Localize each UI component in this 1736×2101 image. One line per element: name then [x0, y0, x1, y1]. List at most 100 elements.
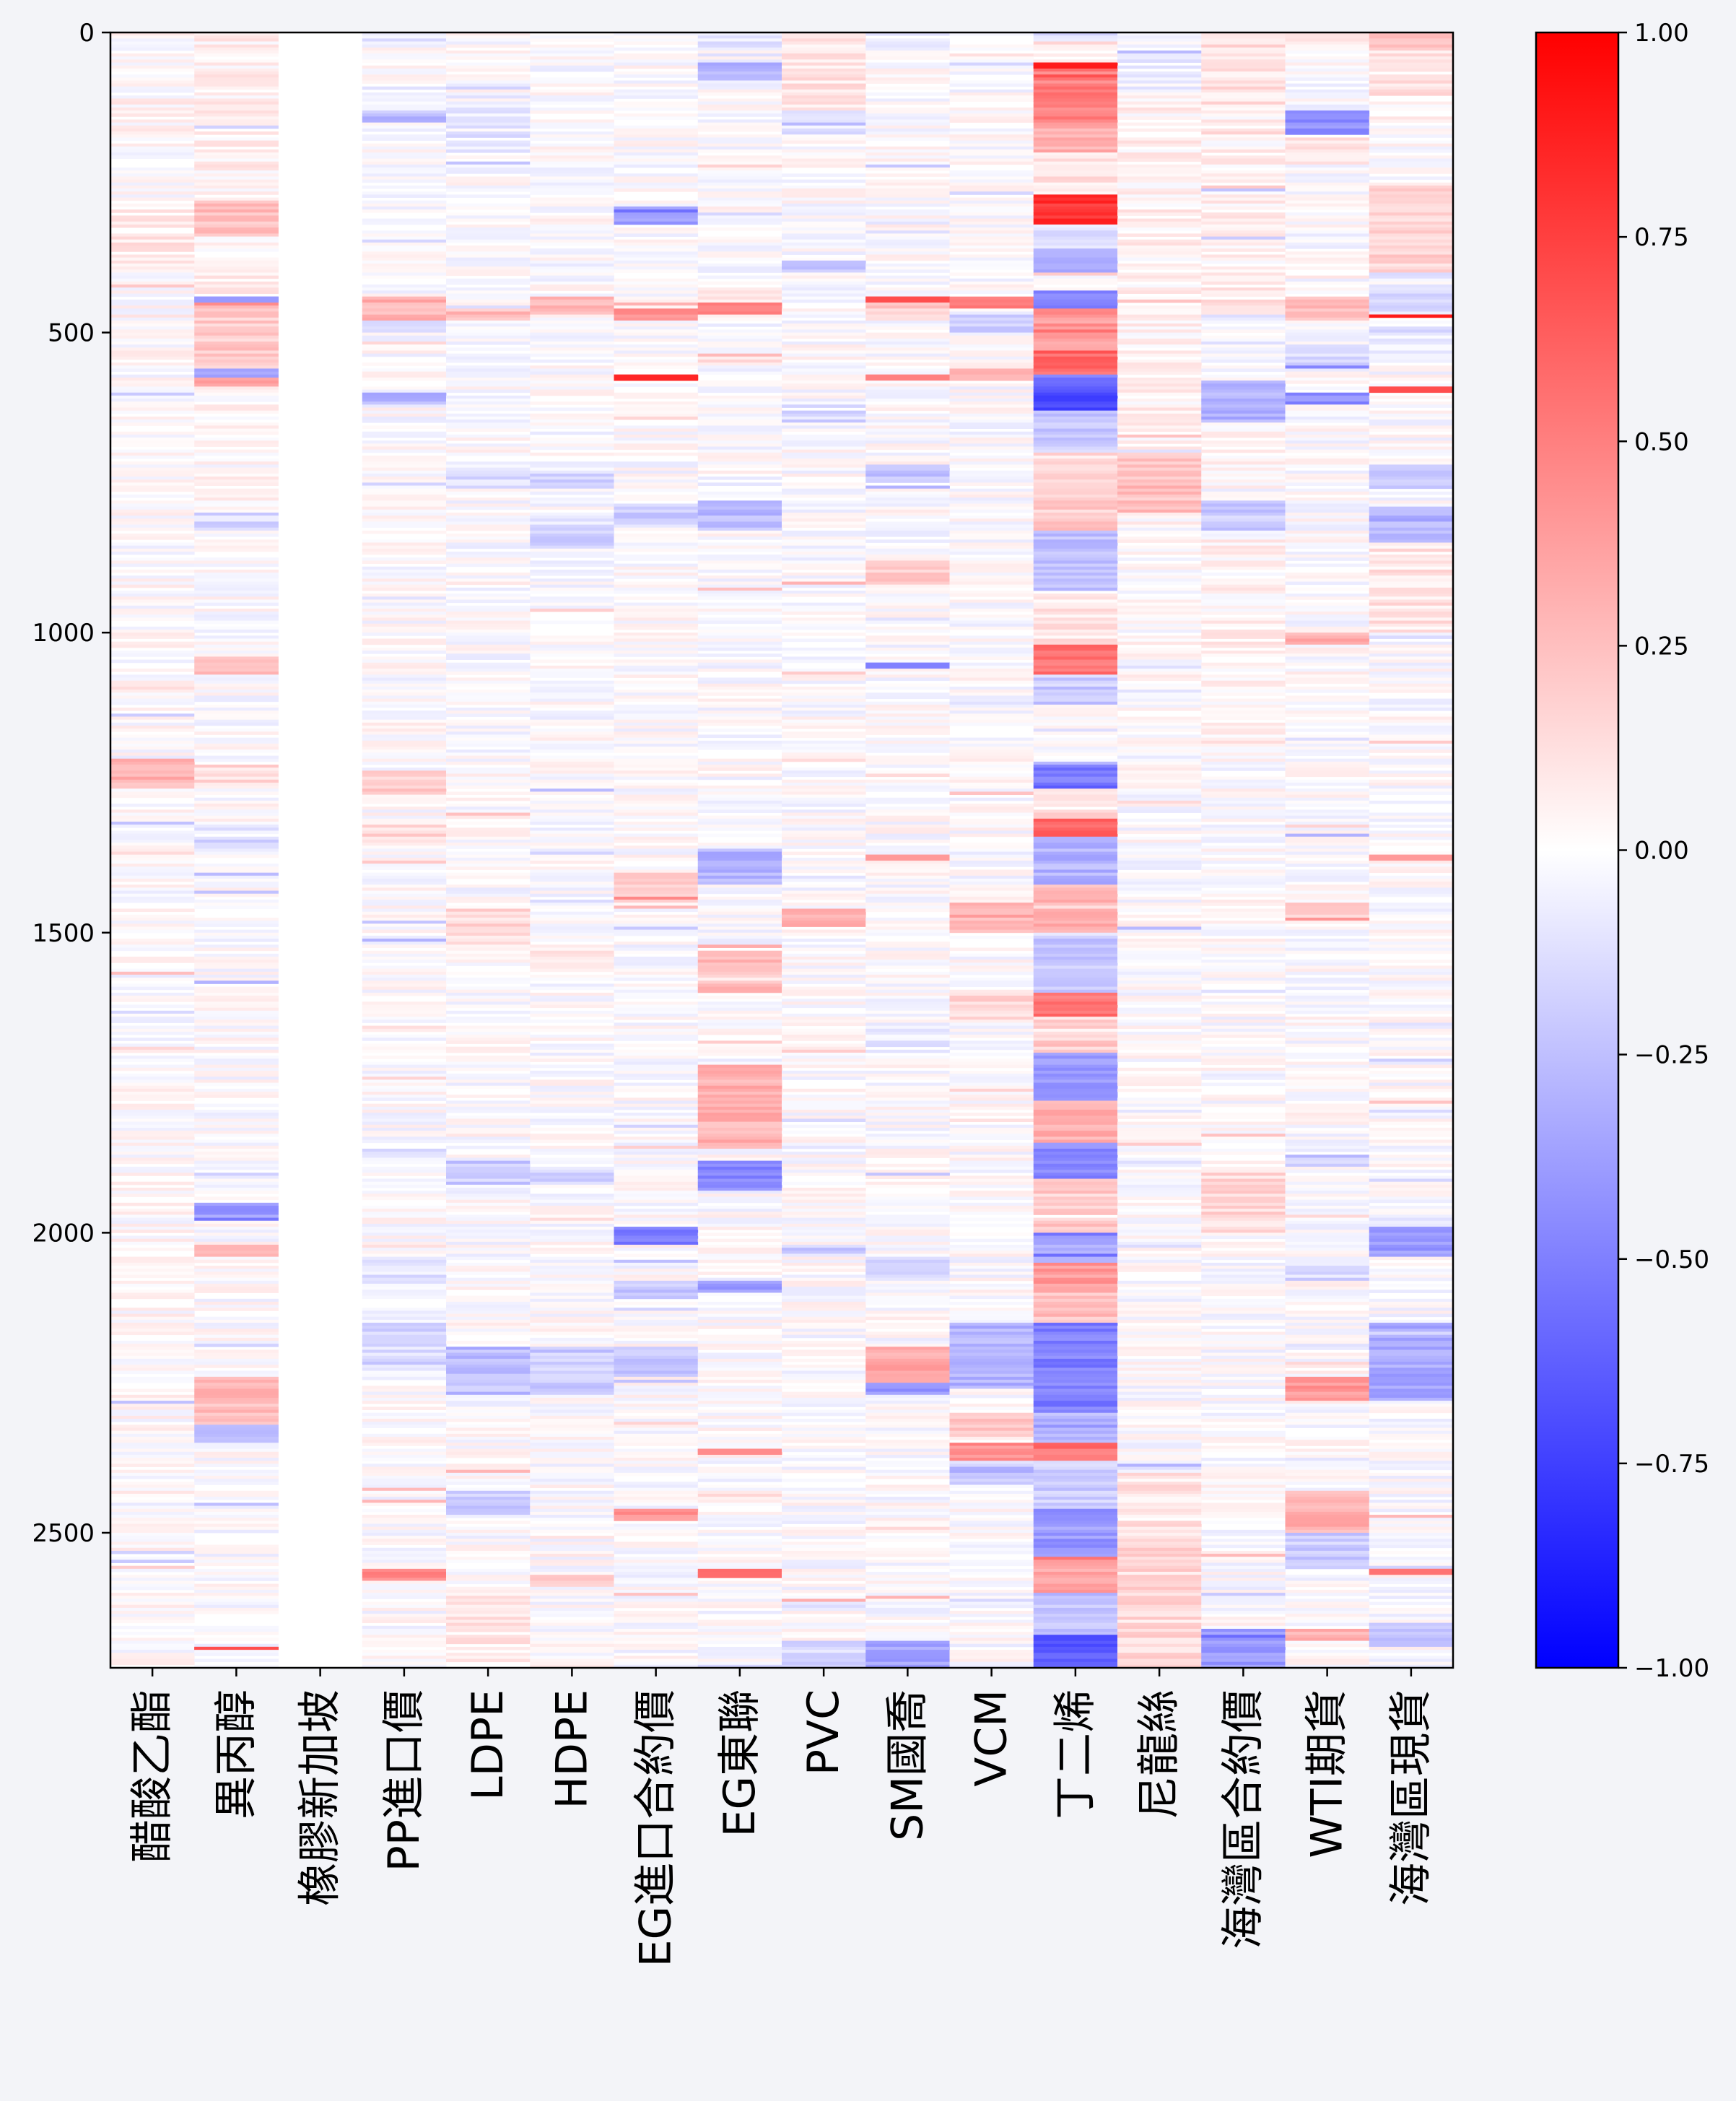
heatmap-cell: [865, 45, 950, 48]
heatmap-cell: [865, 978, 950, 981]
heatmap-cell: [614, 1515, 699, 1518]
heatmap-cell: [194, 930, 279, 934]
heatmap-cell: [194, 284, 279, 288]
heatmap-cell: [865, 1227, 950, 1230]
heatmap-cell: [110, 1647, 195, 1650]
heatmap-cell: [782, 243, 866, 246]
heatmap-cell: [530, 1110, 614, 1113]
heatmap-cell: [614, 1149, 699, 1152]
heatmap-cell: [110, 767, 195, 771]
heatmap-cell: [698, 482, 782, 486]
heatmap-cell: [110, 1620, 195, 1624]
heatmap-cell: [1034, 1029, 1118, 1032]
heatmap-cell: [530, 1494, 614, 1497]
heatmap-cell: [950, 1424, 1034, 1428]
heatmap-cell: [194, 471, 279, 474]
heatmap-cell: [194, 386, 279, 390]
heatmap-cell: [362, 681, 447, 684]
heatmap-cell: [194, 957, 279, 960]
heatmap-cell: [530, 69, 614, 72]
heatmap-cell: [950, 1269, 1034, 1272]
heatmap-cell: [782, 1167, 866, 1170]
heatmap-cell: [950, 1128, 1034, 1131]
heatmap-cell: [530, 840, 614, 843]
heatmap-cell: [614, 102, 699, 105]
heatmap-cell: [1034, 380, 1118, 384]
heatmap-cell: [950, 699, 1034, 702]
heatmap-cell: [362, 1245, 447, 1248]
heatmap-cell: [950, 305, 1034, 309]
heatmap-cell: [530, 564, 614, 567]
heatmap-cell: [698, 1359, 782, 1362]
heatmap-cell: [782, 866, 866, 870]
heatmap-cell: [1034, 336, 1118, 339]
heatmap-cell: [530, 1356, 614, 1360]
heatmap-cell: [614, 303, 699, 306]
heatmap-cell: [614, 155, 699, 159]
heatmap-cell: [782, 912, 866, 915]
heatmap-cell: [950, 149, 1034, 153]
heatmap-cell: [1034, 549, 1118, 552]
heatmap-cell: [782, 323, 866, 327]
heatmap-cell: [698, 960, 782, 963]
heatmap-cell: [362, 315, 447, 318]
heatmap-cell: [446, 1614, 531, 1617]
heatmap-cell: [110, 1545, 195, 1549]
heatmap-cell: [194, 41, 279, 45]
heatmap-cell: [865, 1149, 950, 1152]
heatmap-cell: [446, 617, 531, 621]
heatmap-cell: [950, 393, 1034, 396]
heatmap-cell: [782, 731, 866, 735]
heatmap-cell: [1034, 129, 1118, 132]
heatmap-cell: [614, 264, 699, 267]
heatmap-cell: [614, 858, 699, 861]
heatmap-cell: [782, 71, 866, 75]
heatmap-cell: [614, 606, 699, 609]
heatmap-cell: [362, 543, 447, 547]
heatmap-cell: [446, 669, 531, 672]
heatmap-cell: [614, 1302, 699, 1305]
heatmap-cell: [530, 695, 614, 699]
heatmap-cell: [865, 852, 950, 856]
heatmap-cell: [110, 1440, 195, 1443]
heatmap-cell: [614, 186, 699, 189]
heatmap-cell: [362, 741, 447, 744]
heatmap-cell: [614, 1580, 699, 1584]
heatmap-cell: [446, 1317, 531, 1321]
heatmap-cell: [782, 609, 866, 612]
heatmap-cell: [782, 380, 866, 384]
heatmap-cell: [194, 1608, 279, 1611]
heatmap-cell: [698, 344, 782, 348]
heatmap-cell: [110, 1605, 195, 1609]
heatmap-cell: [446, 852, 531, 856]
heatmap-cell: [782, 521, 866, 525]
heatmap-cell: [782, 791, 866, 795]
heatmap-cell: [194, 513, 279, 516]
heatmap-cell: [950, 1470, 1034, 1474]
heatmap-cell: [446, 923, 531, 927]
heatmap-cell: [614, 38, 699, 42]
heatmap-cell: [614, 695, 699, 699]
heatmap-cell: [530, 326, 614, 330]
heatmap-cell: [698, 627, 782, 630]
heatmap-cell: [194, 1154, 279, 1158]
heatmap-cell: [194, 1221, 279, 1225]
heatmap-cell: [194, 183, 279, 186]
heatmap-cell: [614, 1587, 699, 1591]
heatmap-cell: [865, 882, 950, 885]
heatmap-cell: [950, 482, 1034, 486]
heatmap-cell: [530, 966, 614, 970]
heatmap-cell: [530, 168, 614, 171]
heatmap-cell: [110, 102, 195, 105]
heatmap-cell: [950, 365, 1034, 369]
heatmap-cell: [362, 1092, 447, 1095]
heatmap-cell: [194, 329, 279, 333]
heatmap-cell: [530, 380, 614, 384]
heatmap-cell: [782, 87, 866, 90]
heatmap-cell: [530, 1101, 614, 1105]
heatmap-cell: [110, 110, 195, 114]
heatmap-cell: [782, 1617, 866, 1620]
heatmap-cell: [110, 1434, 195, 1437]
heatmap-cell: [865, 621, 950, 625]
heatmap-cell: [446, 1287, 531, 1290]
